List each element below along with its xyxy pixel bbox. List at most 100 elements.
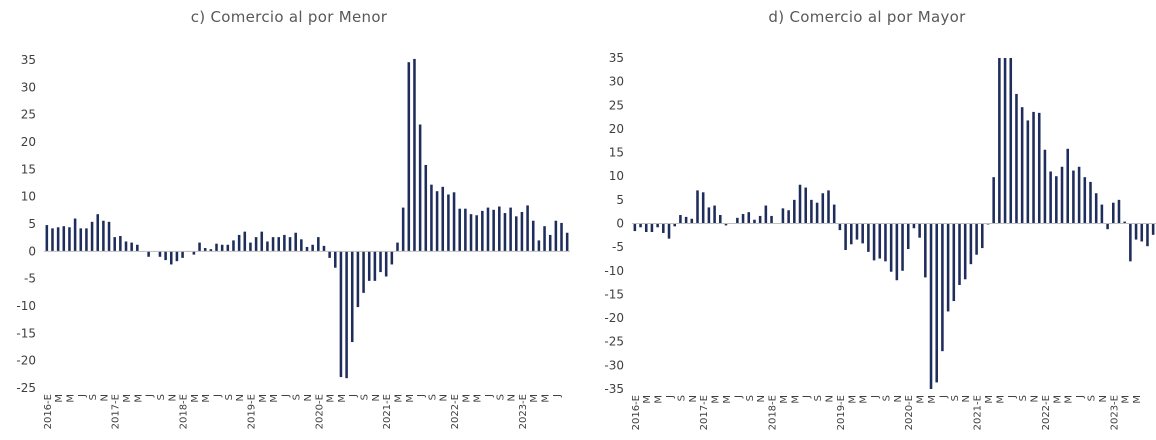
x-tick-label: M — [847, 395, 858, 404]
x-tick-label: N — [167, 394, 178, 401]
bar — [969, 223, 973, 265]
x-tick-label: M — [1132, 395, 1143, 404]
bar — [520, 211, 524, 252]
x-tick-label: J — [665, 395, 676, 399]
bar — [713, 205, 716, 224]
bar — [1015, 93, 1018, 224]
bar — [1009, 58, 1013, 224]
x-tick-label: 2016-E — [43, 394, 54, 429]
bar — [719, 214, 722, 224]
bar — [169, 251, 173, 265]
x-tick-label: N — [756, 395, 767, 402]
x-tick-label: J — [416, 394, 427, 398]
bar — [407, 62, 411, 252]
bar — [424, 164, 428, 252]
bar — [531, 220, 535, 252]
bar — [475, 215, 478, 252]
x-tick-label: S — [813, 395, 824, 401]
x-tick-label: N — [235, 394, 246, 401]
bar — [526, 205, 529, 252]
x-tick-label: M — [642, 395, 653, 404]
x-tick-label: 2023-E — [518, 394, 529, 429]
bar — [220, 244, 224, 252]
y-tick-label: 30 — [609, 75, 624, 89]
bar — [1134, 223, 1138, 240]
x-tick-label: M — [995, 395, 1006, 404]
bar — [345, 251, 348, 379]
bar — [379, 251, 382, 273]
x-tick-label: S — [881, 395, 892, 401]
bar — [322, 245, 326, 252]
bar — [243, 231, 247, 252]
y-tick-label: -5 — [24, 272, 36, 286]
bar — [447, 194, 450, 252]
x-tick-label: 2017-E — [699, 395, 710, 430]
y-tick-label: 20 — [609, 122, 624, 136]
y-tick-label: 0 — [28, 244, 36, 258]
x-tick-label: J — [802, 395, 813, 399]
bar — [644, 223, 648, 233]
x-tick-label: M — [654, 395, 665, 404]
bar — [350, 251, 354, 343]
bar — [203, 248, 207, 252]
bar — [753, 219, 756, 224]
x-tick-label: 2019-E — [836, 395, 847, 430]
bar — [724, 223, 728, 226]
bar — [701, 192, 705, 224]
chart-title: d) Comercio al por Mayor — [768, 8, 966, 26]
bar — [656, 223, 659, 228]
bar — [821, 193, 825, 224]
bar — [747, 212, 751, 224]
bar — [305, 246, 309, 252]
bar — [1032, 111, 1035, 224]
bar — [418, 124, 422, 252]
bar — [124, 241, 128, 252]
x-tick-label: M — [473, 394, 484, 403]
y-tick-label: 35 — [609, 51, 624, 65]
x-tick-label: M — [927, 395, 938, 404]
chart-panel-wholesale: d) Comercio al por Mayor 35 30 25 20 15 10 5 0 -… — [578, 0, 1156, 440]
bar — [650, 223, 654, 233]
x-tick-label: M — [1121, 395, 1132, 404]
x-tick-label: 2020-E — [904, 395, 915, 430]
bar — [764, 205, 768, 224]
bar — [334, 251, 337, 268]
x-tick-label: S — [292, 394, 303, 400]
bar — [339, 251, 343, 378]
bar — [51, 228, 54, 252]
x-tick-label: J — [1007, 395, 1018, 399]
bar — [1129, 223, 1132, 262]
y-tick-label: 30 — [21, 80, 36, 94]
bar — [787, 210, 790, 224]
bar — [79, 228, 83, 252]
y-tick-label: 10 — [21, 190, 36, 204]
bar — [1117, 199, 1121, 224]
bar — [1146, 223, 1149, 247]
bar — [215, 243, 218, 252]
bar — [384, 251, 388, 277]
bar — [396, 242, 399, 252]
bar — [85, 228, 88, 252]
x-tick-label: N — [303, 394, 314, 401]
bar — [741, 214, 745, 224]
bar — [924, 223, 927, 278]
y-tick-label: 25 — [609, 98, 624, 112]
y-tick-label: 0 — [616, 217, 624, 231]
bar — [662, 223, 665, 233]
bar — [770, 215, 773, 224]
bar — [543, 226, 546, 252]
bar — [1083, 177, 1087, 224]
bar — [781, 208, 785, 224]
y-tick-label: -20 — [16, 354, 36, 368]
bar — [884, 223, 887, 262]
x-tick-label: S — [360, 394, 371, 400]
bar — [158, 251, 162, 257]
x-tick-label: J — [213, 394, 224, 398]
bar — [503, 213, 507, 252]
bar — [401, 207, 405, 252]
x-tick-label: M — [326, 394, 337, 403]
x-tick-label: M — [258, 394, 269, 403]
x-tick-label: M — [461, 394, 472, 403]
bar — [45, 225, 49, 252]
bar — [815, 202, 819, 224]
